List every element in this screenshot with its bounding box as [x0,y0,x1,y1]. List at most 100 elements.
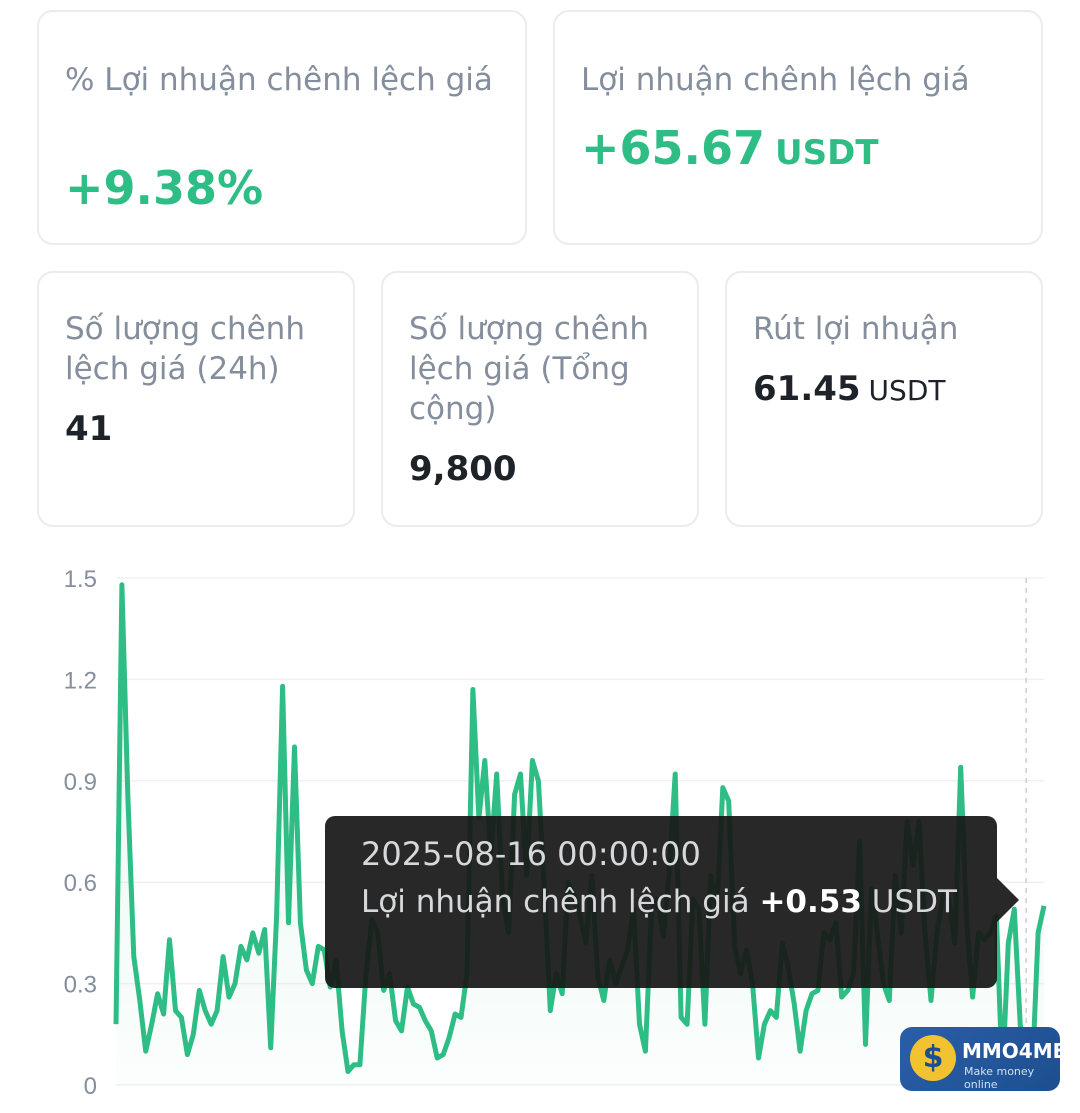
data-point[interactable] [393,1018,398,1023]
data-point[interactable] [381,988,386,993]
data-point[interactable] [863,1042,868,1047]
data-point[interactable] [209,1022,214,1027]
data-point[interactable] [1042,903,1047,908]
data-point[interactable] [351,1062,356,1067]
tooltip-unit: USDT [871,884,957,920]
data-point[interactable] [720,785,725,790]
count-24h-label: Số lượng chênh lệch giá (24h) [65,311,305,387]
data-point[interactable] [185,1052,190,1057]
data-point[interactable] [131,954,136,959]
data-point[interactable] [679,1015,684,1020]
y-tick-label: 0.3 [64,972,97,999]
data-point[interactable] [815,988,820,993]
data-point[interactable] [482,758,487,763]
data-point[interactable] [637,1022,642,1027]
count-total-label: Số lượng chênh lệch giá (Tổng cộng) [409,311,649,427]
data-point[interactable] [845,988,850,993]
data-point[interactable] [774,1015,779,1020]
data-point[interactable] [274,914,279,919]
data-point[interactable] [125,795,130,800]
data-point[interactable] [197,988,202,993]
data-point[interactable] [702,1022,707,1027]
data-point[interactable] [310,981,315,986]
data-point[interactable] [429,1028,434,1033]
data-point[interactable] [232,981,237,986]
data-point[interactable] [768,1008,773,1013]
data-point[interactable] [191,1032,196,1037]
data-point[interactable] [839,995,844,1000]
data-point[interactable] [114,1022,119,1027]
data-point[interactable] [459,1015,464,1020]
data-point[interactable] [411,1001,416,1006]
data-point[interactable] [928,998,933,1003]
data-point[interactable] [149,1022,154,1027]
data-point[interactable] [244,957,249,962]
data-point[interactable] [268,1045,273,1050]
profit-amount-unit: USDT [775,133,879,173]
data-point[interactable] [643,1049,648,1054]
data-point[interactable] [435,1055,440,1060]
data-point[interactable] [536,778,541,783]
data-point[interactable] [316,944,321,949]
data-point[interactable] [256,951,261,956]
data-point[interactable] [1006,941,1011,946]
logo-tagline: Make money online [964,1065,1035,1091]
data-point[interactable] [286,920,291,925]
data-point[interactable] [143,1049,148,1054]
data-point[interactable] [494,772,499,777]
data-point[interactable] [203,1008,208,1013]
data-point[interactable] [685,1022,690,1027]
data-point[interactable] [179,1015,184,1020]
data-point[interactable] [161,1012,166,1017]
data-point[interactable] [280,684,285,689]
y-tick-label: 1.2 [64,667,97,694]
data-point[interactable] [548,1008,553,1013]
data-point[interactable] [357,1062,362,1067]
data-point[interactable] [262,927,267,932]
profit-percent-label: % Lợi nhuận chênh lệch giá [65,62,493,98]
data-point[interactable] [530,758,535,763]
y-tick-label: 0 [84,1073,97,1100]
data-point[interactable] [792,1001,797,1006]
data-point[interactable] [167,937,172,942]
data-point[interactable] [518,772,523,777]
data-point[interactable] [227,995,232,1000]
data-point[interactable] [798,1049,803,1054]
data-point[interactable] [470,687,475,692]
data-point[interactable] [1018,1022,1023,1027]
data-point[interactable] [423,1018,428,1023]
data-point[interactable] [804,1008,809,1013]
data-point[interactable] [340,1028,345,1033]
data-point[interactable] [673,772,678,777]
data-point[interactable] [726,799,731,804]
data-point[interactable] [221,954,226,959]
data-point[interactable] [292,745,297,750]
data-point[interactable] [447,1035,452,1040]
data-point[interactable] [601,998,606,1003]
data-point[interactable] [304,968,309,973]
withdraw-card: Rút lợi nhuận 61.45 USDT [725,271,1043,527]
data-point[interactable] [215,1008,220,1013]
data-point[interactable] [453,1012,458,1017]
data-point[interactable] [810,991,815,996]
data-point[interactable] [441,1052,446,1057]
data-point[interactable] [970,995,975,1000]
data-point[interactable] [417,1005,422,1010]
data-point[interactable] [137,998,142,1003]
data-point[interactable] [958,765,963,770]
data-point[interactable] [119,582,124,587]
data-point[interactable] [399,1028,404,1033]
data-point[interactable] [298,920,303,925]
data-point[interactable] [250,930,255,935]
data-point[interactable] [512,792,517,797]
data-point[interactable] [560,991,565,996]
data-point[interactable] [1036,930,1041,935]
data-point[interactable] [887,998,892,1003]
data-point[interactable] [756,1055,761,1060]
data-point[interactable] [238,944,243,949]
data-point[interactable] [173,1008,178,1013]
data-point[interactable] [762,1022,767,1027]
data-point[interactable] [346,1069,351,1074]
data-point[interactable] [155,991,160,996]
tooltip-line: Lợi nhuận chênh lệch giá +0.53 USDT [361,882,971,922]
